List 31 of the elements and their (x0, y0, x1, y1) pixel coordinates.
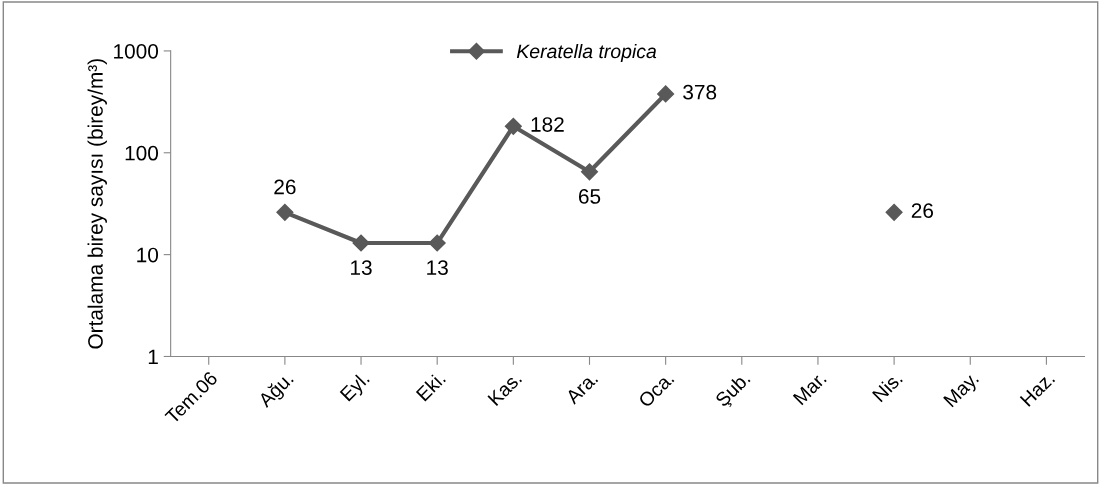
data-label: 378 (683, 84, 717, 100)
point (428, 234, 446, 252)
x-tick-label: Ara. (564, 371, 599, 405)
point (352, 234, 370, 252)
x-tick-label: Şub. (714, 370, 754, 411)
x-tick-label: Kas. (487, 371, 523, 407)
x-tick-label: Oca. (637, 371, 675, 409)
x-tick-label: Haz. (1019, 371, 1056, 407)
data-label: 65 (578, 189, 601, 204)
y-tick-label: 1000 (114, 43, 159, 59)
y-axis-title: Ortalama birey sayısı (birey/m³) (87, 59, 107, 349)
point (504, 117, 522, 135)
data-label: 182 (531, 117, 564, 132)
x-tick-label: Mar. (792, 371, 827, 406)
data-label: 26 (911, 203, 934, 218)
data-label: 13 (427, 260, 448, 275)
data-label: 26 (274, 179, 296, 195)
point (276, 203, 294, 221)
point (885, 203, 903, 221)
x-tick-label: Eki. (415, 370, 446, 402)
y-tick-label: 100 (125, 145, 159, 161)
legend-label: Keratella tropica (516, 43, 657, 63)
x-tick-label: Ağu. (256, 370, 297, 411)
x-tick-label: Nis. (871, 370, 903, 403)
point (657, 85, 675, 103)
y-tick-label: 1 (148, 349, 158, 365)
x-tick-label: May. (943, 371, 982, 411)
y-tick-label: 10 (137, 247, 159, 263)
x-tick-label: Eyl. (339, 370, 373, 405)
data-label: 13 (351, 260, 372, 275)
point (580, 163, 599, 181)
